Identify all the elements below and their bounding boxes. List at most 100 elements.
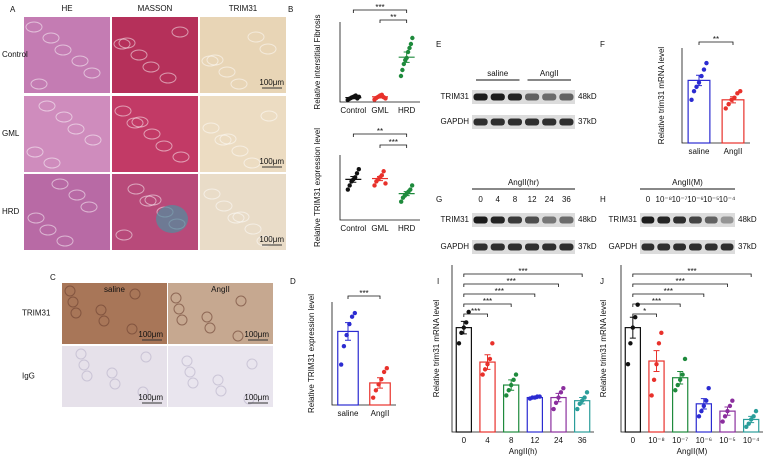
tissue-texture [137,386,149,398]
significance-bracket [632,303,681,307]
data-point [751,414,756,419]
panel-label: D [290,277,296,286]
significance-bracket [379,144,408,148]
data-point [400,67,405,73]
band-label: GAPDH [441,242,470,251]
axis [451,265,594,433]
data-point [725,408,730,414]
data-point [720,419,725,424]
scale-bar-label: 100μm [259,235,284,244]
scale-bar-label: 100μm [244,330,269,339]
ihc-image [168,283,273,344]
data-point [633,314,638,320]
data-point [556,395,561,400]
blot-band [542,93,557,101]
tissue-texture [75,348,87,360]
band-label: GAPDH [441,117,470,126]
x-tick-label: Control [340,224,366,233]
y-axis-label: Relative trim31 mRNA level [599,300,608,398]
significance-bracket [463,293,536,297]
data-point [347,183,352,188]
blot-band [704,243,718,251]
blot-band [507,243,522,251]
panel-label: A [10,5,16,14]
data-point [409,183,415,188]
panel-label: J [600,277,604,286]
x-tick-label: Control [340,106,366,115]
data-point [338,362,344,367]
data-point [628,341,633,346]
data-point [701,403,707,409]
data-point [408,187,413,192]
x-tick-label: 24 [554,436,563,445]
tissue-texture [176,314,188,326]
tissue-texture [173,303,185,315]
tissue-texture [71,55,89,67]
data-point [410,35,415,41]
tissue-texture [56,235,74,247]
y-axis-label: Relative TRIM31 expression level [313,128,322,247]
tissue-texture [43,157,61,169]
bar [502,384,520,433]
significance-label: ** [390,13,396,22]
size-label: 37kD [578,117,597,126]
data-point [482,367,488,372]
size-label: 48kD [578,92,597,101]
data-point [341,343,347,349]
scale-bar-label: 100μm [259,78,284,87]
tissue-texture [171,26,189,38]
x-tick-label: HRD [398,106,416,115]
blot-band [473,216,488,224]
tissue-texture [218,66,236,78]
data-point [651,377,657,383]
tissue-texture [81,370,93,382]
blot-band [657,216,671,224]
bar [687,79,711,144]
bar [573,400,591,433]
row-label: TRIM31 [22,309,51,318]
significance-label: *** [518,267,527,276]
data-point [466,309,471,315]
data-point [696,80,702,85]
lane-label: 36 [562,195,571,204]
x-tick-label: HRD [398,224,416,233]
bar [526,396,544,433]
data-point [405,49,411,55]
data-point [704,60,709,66]
tissue-texture [232,211,250,223]
blot-band [542,243,557,251]
data-point [696,414,702,419]
blot-band [507,216,522,224]
significance-bracket [632,293,705,297]
group-label: AngII [540,69,559,78]
data-point [490,341,495,346]
tissue-texture [51,178,69,190]
data-point [691,88,697,94]
blot-title: AngII(hr) [508,178,539,187]
tissue-texture [67,296,79,308]
tissue-texture [244,223,262,235]
data-point [381,369,387,375]
axis [620,265,763,433]
x-axis-label: AngII(M) [677,447,708,456]
lane-label: 10⁻⁵ [703,195,719,204]
blot-band [559,243,574,251]
blot-band [559,93,574,101]
histology-image [112,17,198,93]
lane-label: 4 [496,195,501,204]
band-label: TRIM31 [441,92,470,101]
significance-label: *** [506,277,515,286]
data-point [677,377,683,383]
size-label: 37kD [578,242,597,251]
significance-label: ** [713,35,719,44]
tissue-texture [201,311,213,323]
blot-band [559,118,574,126]
significance-label: * [643,307,646,316]
tissue-texture [206,54,224,66]
blot-band [704,216,718,224]
data-point [704,398,709,403]
tissue-texture [203,188,221,200]
tissue-texture [231,145,249,157]
blot-band [525,243,540,251]
significance-label: *** [687,267,696,276]
